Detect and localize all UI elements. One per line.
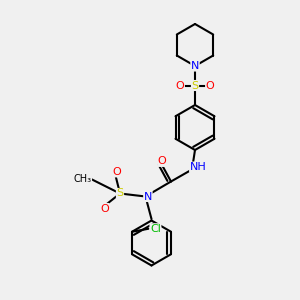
Text: NH: NH	[190, 162, 206, 172]
Text: O: O	[206, 80, 214, 91]
Text: O: O	[112, 167, 122, 177]
Text: N: N	[191, 61, 199, 71]
Text: S: S	[116, 188, 124, 199]
Text: N: N	[144, 191, 152, 202]
Text: S: S	[191, 80, 199, 91]
Text: O: O	[176, 80, 184, 91]
Text: CH₃: CH₃	[74, 173, 92, 184]
Text: O: O	[100, 203, 109, 214]
Text: Cl: Cl	[150, 224, 161, 234]
Text: O: O	[158, 156, 166, 167]
